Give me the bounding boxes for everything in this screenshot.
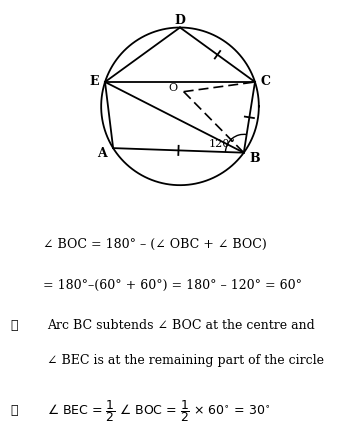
Text: 120°: 120° [208,138,235,148]
Text: ∠ BEC is at the remaining part of the circle: ∠ BEC is at the remaining part of the ci… [47,354,324,367]
Text: Arc BC subtends ∠ BOC at the centre and: Arc BC subtends ∠ BOC at the centre and [47,319,315,332]
Text: = 180°–(60° + 60°) = 180° – 120° = 60°: = 180°–(60° + 60°) = 180° – 120° = 60° [43,278,302,291]
Text: ∴: ∴ [11,319,18,332]
Text: $\angle$ BEC = $\dfrac{1}{2}$ $\angle$ BOC = $\dfrac{1}{2}$ $\times$ 60$^{\circ}: $\angle$ BEC = $\dfrac{1}{2}$ $\angle$ B… [47,398,270,423]
Text: ∠ BOC = 180° – (∠ OBC + ∠ BOC): ∠ BOC = 180° – (∠ OBC + ∠ BOC) [43,238,267,251]
Text: ∴: ∴ [11,404,18,418]
Text: E: E [89,75,99,88]
Text: O: O [168,83,177,93]
Text: D: D [175,14,185,27]
Text: A: A [97,147,107,160]
Text: B: B [249,152,260,165]
Text: C: C [261,75,271,88]
